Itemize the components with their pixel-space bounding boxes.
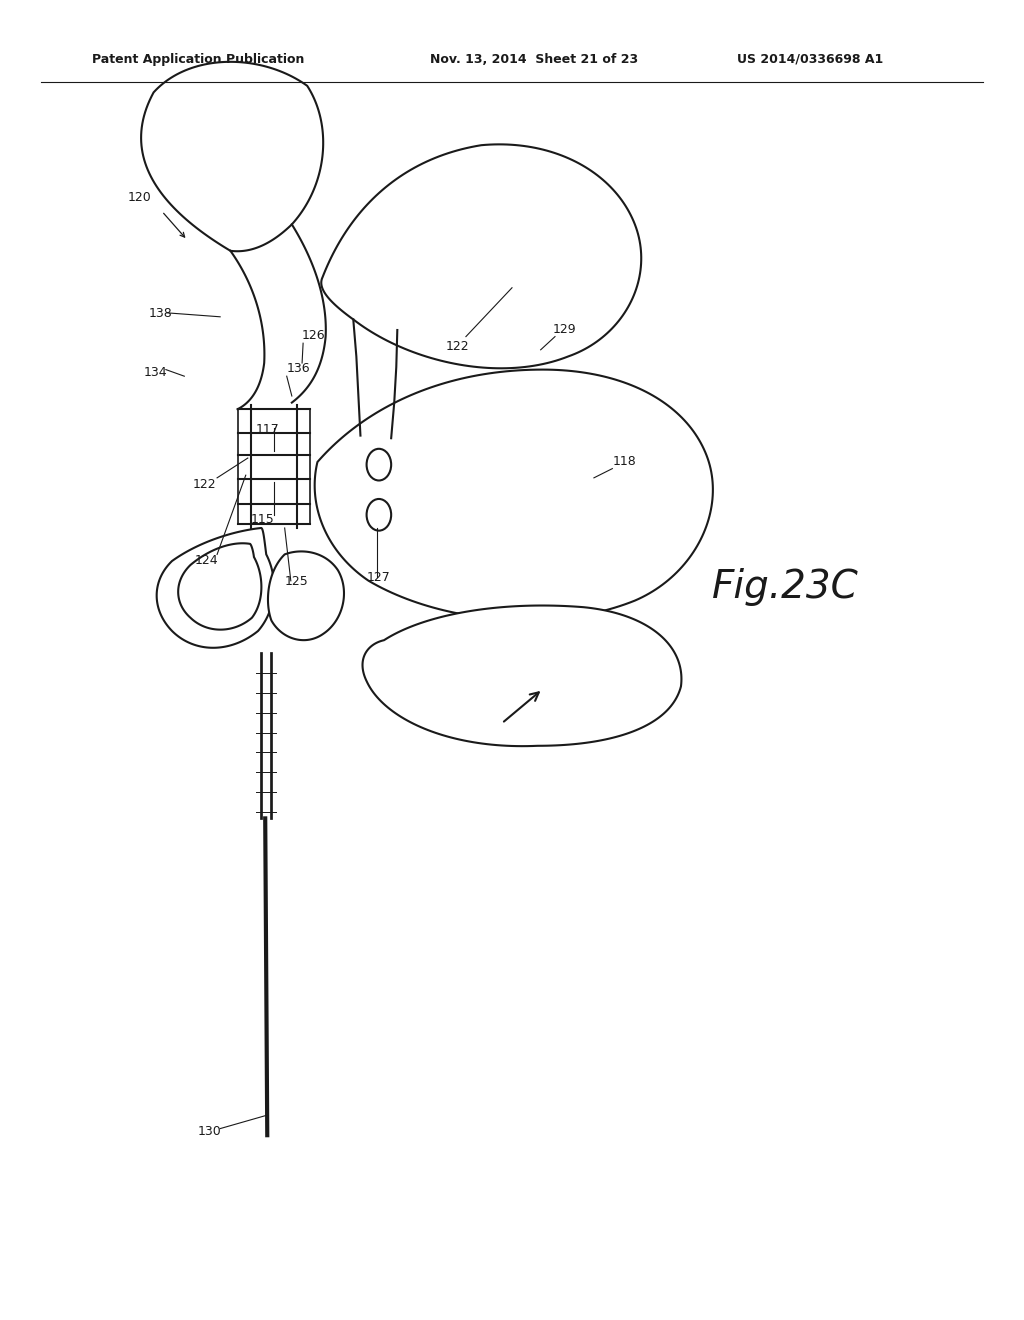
Text: 124: 124 <box>195 553 218 566</box>
Text: Fig.23C: Fig.23C <box>712 569 858 606</box>
Text: 130: 130 <box>198 1125 221 1138</box>
Text: 117: 117 <box>256 422 280 436</box>
Text: 136: 136 <box>287 362 310 375</box>
Text: Patent Application Publication: Patent Application Publication <box>92 53 304 66</box>
Polygon shape <box>157 528 274 648</box>
Text: 122: 122 <box>445 339 469 352</box>
Text: 125: 125 <box>285 574 308 587</box>
Text: 115: 115 <box>251 512 274 525</box>
Polygon shape <box>314 370 713 620</box>
Text: 120: 120 <box>128 190 152 203</box>
Polygon shape <box>362 606 681 746</box>
Text: 138: 138 <box>148 306 172 319</box>
Polygon shape <box>268 552 344 640</box>
Text: 122: 122 <box>193 478 216 491</box>
Text: 126: 126 <box>302 329 326 342</box>
Polygon shape <box>178 544 261 630</box>
Text: 134: 134 <box>143 366 167 379</box>
Text: US 2014/0336698 A1: US 2014/0336698 A1 <box>737 53 884 66</box>
Polygon shape <box>322 144 641 368</box>
Text: Nov. 13, 2014  Sheet 21 of 23: Nov. 13, 2014 Sheet 21 of 23 <box>430 53 638 66</box>
Text: 127: 127 <box>367 570 390 583</box>
Polygon shape <box>141 62 324 251</box>
Text: 118: 118 <box>612 454 636 467</box>
Text: 129: 129 <box>553 322 577 335</box>
